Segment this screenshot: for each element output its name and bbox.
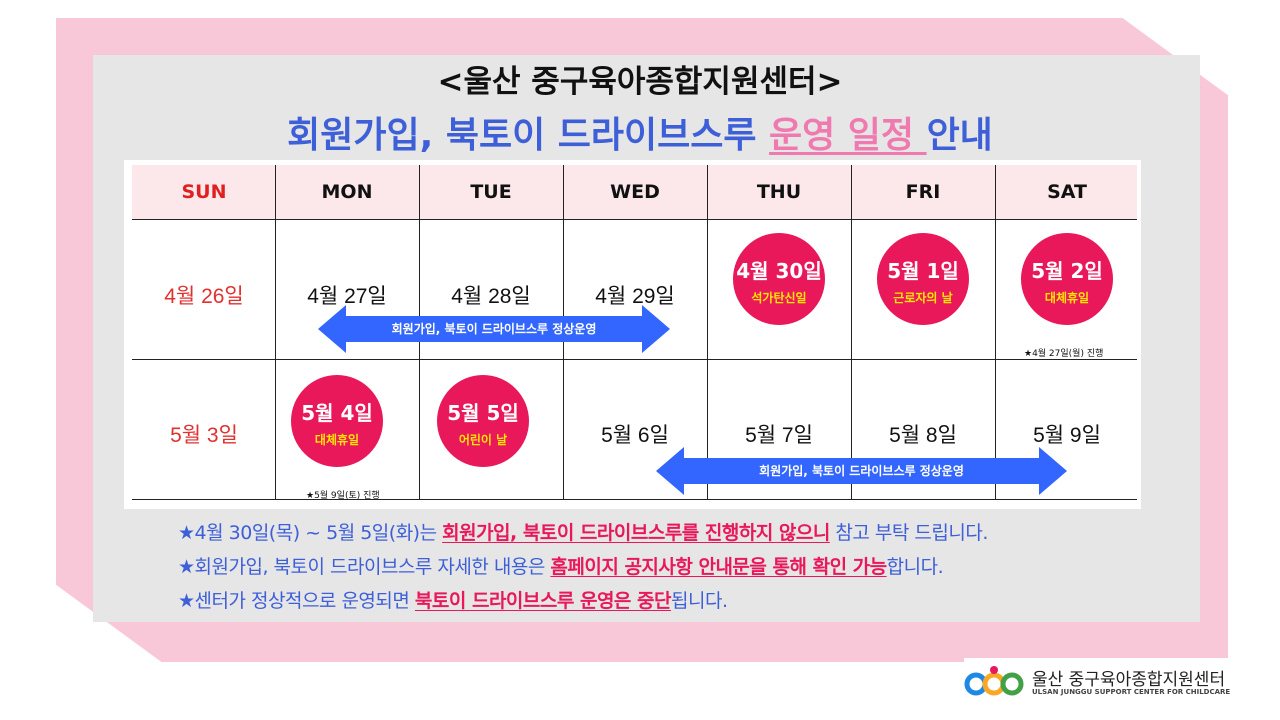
date-cell: 4월 28일: [451, 285, 531, 308]
date-cell: 4월 26일: [164, 285, 244, 308]
notice-emphasis: 홈페이지 공지사항 안내문을 통해 확인 가능: [550, 556, 887, 578]
holiday-date: 5월 5일: [447, 401, 519, 425]
logo-name-ko: 울산 중구육아종합지원센터: [1032, 670, 1226, 690]
day-header-mon: MON: [321, 181, 373, 203]
title-suffix: 안내: [926, 115, 993, 156]
holiday-circle: 5월 1일 근로자의 날: [877, 233, 969, 325]
row-divider: [132, 359, 1137, 360]
holiday-date: 5월 4일: [301, 401, 373, 425]
day-header-thu: THU: [756, 181, 802, 203]
day-header-sun: SUN: [181, 181, 227, 203]
arrow-label: 회원가입, 북토이 드라이브스루 정상운영: [391, 322, 597, 336]
date-cell: 5월 3일: [170, 424, 238, 447]
day-header-wed: WED: [610, 181, 660, 203]
double-arrow-icon: [656, 447, 1067, 495]
col-divider: [851, 165, 852, 499]
holiday-date: 4월 30일: [736, 259, 822, 283]
holiday-circle: 5월 5일 어린이 날: [437, 375, 529, 467]
date-cell: 5월 8일: [889, 424, 957, 447]
notice-text: ★센터가 정상적으로 운영되면: [178, 590, 415, 612]
notice-text: ★4월 30일(목) ~ 5월 5일(화)는: [178, 522, 443, 544]
arrow-label: 회원가입, 북토이 드라이브스루 정상운영: [759, 464, 964, 478]
date-cell: 5월 6일: [601, 424, 669, 447]
day-header-fri: FRI: [905, 181, 941, 203]
calendar-header-row: [132, 165, 1137, 219]
holiday-circle: 5월 2일 대체휴일: [1021, 233, 1113, 325]
notice-text: 합니다.: [886, 556, 944, 578]
holiday-date: 5월 1일: [887, 259, 959, 283]
notice-item: ★센터가 정상적으로 운영되면 북토이 드라이브스루 운영은 중단됩니다.: [178, 584, 1158, 618]
holiday-name: 대체휴일: [314, 433, 360, 447]
double-arrow-icon: [318, 305, 670, 353]
holiday-date: 5월 2일: [1031, 259, 1103, 283]
notice-item: ★회원가입, 북토이 드라이브스루 자세한 내용은 홈페이지 공지사항 안내문을…: [178, 550, 1158, 584]
operation-arrow: 회원가입, 북토이 드라이브스루 정상운영: [656, 447, 1067, 495]
center-logo: 울산 중구육아종합지원센터 ULSAN JUNGGU SUPPORT CENTE…: [964, 658, 1234, 704]
center-title: <울산 중구육아종합지원센터>: [437, 64, 843, 100]
holiday-name: 대체휴일: [1044, 291, 1090, 305]
holiday-name: 근로자의 날: [893, 291, 953, 305]
notice-text: ★회원가입, 북토이 드라이브스루 자세한 내용은: [178, 556, 551, 578]
logo-name-en: ULSAN JUNGGU SUPPORT CENTER FOR CHILDCAR…: [1032, 688, 1231, 696]
logo-icon: [964, 666, 1024, 696]
date-cell: 4월 27일: [307, 285, 387, 308]
date-cell: 5월 7일: [745, 424, 813, 447]
title-prefix: 회원가입, 북토이 드라이브스루: [287, 115, 770, 156]
notice-text: 참고 부탁 드립니다.: [829, 522, 988, 544]
date-cell: 5월 9일: [1033, 424, 1101, 447]
day-header-sat: SAT: [1047, 181, 1087, 203]
operation-arrow: 회원가입, 북토이 드라이브스루 정상운영: [318, 305, 670, 353]
holiday-circle: 4월 30일 석가탄신일: [733, 233, 825, 325]
notice-emphasis: 북토이 드라이브스루 운영은 중단: [414, 590, 672, 612]
notice-text: 됩니다.: [671, 590, 728, 612]
notice-list: ★4월 30일(목) ~ 5월 5일(화)는 회원가입, 북토이 드라이브스루를…: [178, 516, 1158, 618]
page-title: 회원가입, 북토이 드라이브스루 운영 일정 안내: [0, 106, 1280, 158]
calendar-table: SUN MON TUE WED THU FRI SAT 4월 26일 4월 27…: [124, 160, 1141, 509]
col-divider: [995, 165, 996, 499]
substitute-note: ★5월 9일(토) 진행: [306, 491, 380, 501]
substitute-note: ★4월 27일(월) 진행: [1024, 349, 1104, 359]
title-highlight: 운영 일정: [769, 115, 927, 156]
row-divider: [132, 219, 1137, 220]
notice-item: ★4월 30일(목) ~ 5월 5일(화)는 회원가입, 북토이 드라이브스루를…: [178, 516, 1158, 550]
holiday-circle: 5월 4일 대체휴일: [291, 375, 383, 467]
row-divider: [132, 499, 1137, 500]
col-divider: [707, 165, 708, 499]
holiday-name: 석가탄신일: [751, 291, 807, 305]
day-header-tue: TUE: [470, 181, 512, 203]
date-cell: 4월 29일: [595, 285, 675, 308]
notice-emphasis: 회원가입, 북토이 드라이브스루를 진행하지 않으니: [442, 522, 830, 544]
col-divider: [275, 165, 276, 499]
holiday-name: 어린이 날: [458, 433, 508, 447]
